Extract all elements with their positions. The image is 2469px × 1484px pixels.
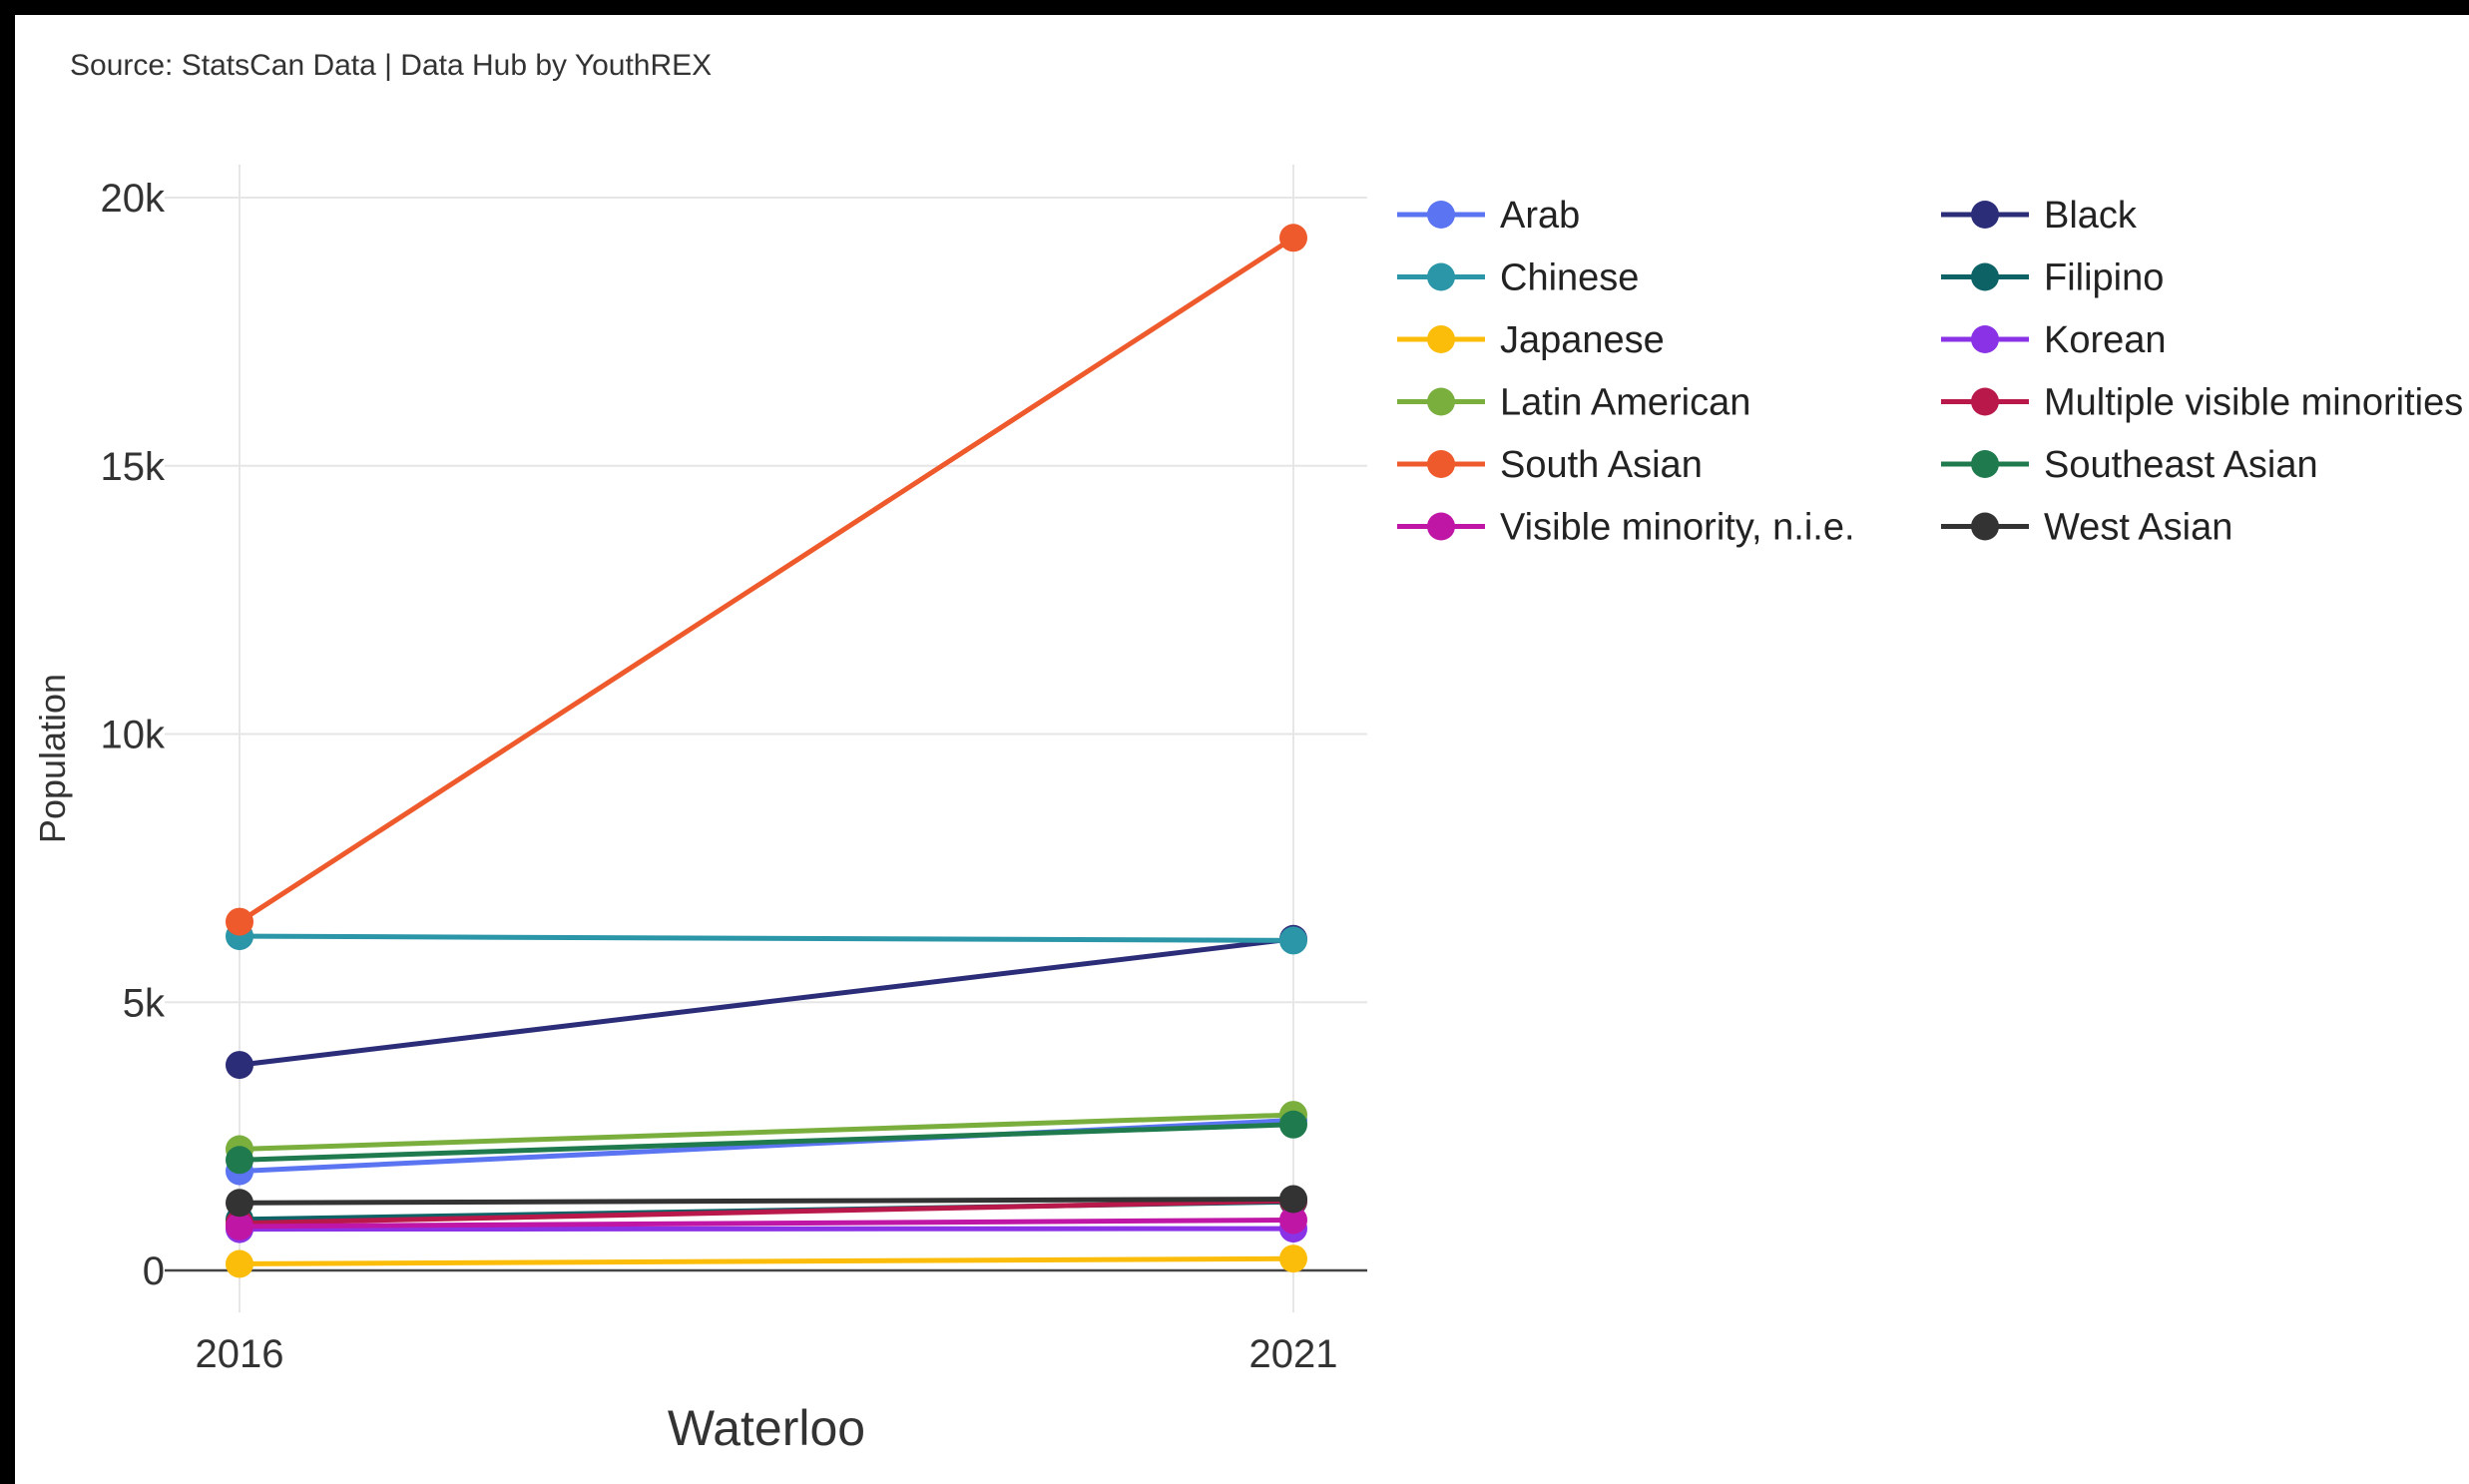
x-axis: 2016 2021	[196, 1332, 1338, 1376]
x-tick-label: 2021	[1249, 1332, 1338, 1376]
series-south-asian	[226, 224, 1307, 936]
series-west-asian	[226, 1185, 1307, 1218]
legend-item[interactable]: Korean	[1941, 319, 2167, 361]
legend-item[interactable]: South Asian	[1397, 444, 1703, 486]
legend-label: Southeast Asian	[2044, 444, 2318, 486]
legend-label: Korean	[2044, 319, 2167, 361]
legend-item[interactable]: West Asian	[1941, 507, 2232, 549]
y-axis: 0 5k 10k 15k 20k	[101, 177, 166, 1293]
legend-marker-icon	[1971, 387, 1999, 416]
grid	[165, 165, 1367, 1312]
series-chinese	[226, 922, 1307, 955]
legend-marker-icon	[1427, 325, 1455, 353]
legend-label: West Asian	[2044, 507, 2232, 549]
data-point[interactable]	[1279, 1185, 1307, 1214]
y-tick-label: 20k	[101, 177, 166, 221]
y-tick-label: 10k	[101, 714, 166, 757]
series-line	[239, 936, 1294, 1068]
chart-frame: Source: StatsCan Data | Data Hub by Yout…	[15, 15, 2469, 1484]
data-point[interactable]	[1279, 1206, 1307, 1235]
legend-label: Visible minority, n.i.e.	[1500, 507, 1855, 549]
y-tick-label: 5k	[123, 981, 166, 1025]
series-japanese	[226, 1244, 1307, 1278]
x-tick-label: 2016	[196, 1332, 284, 1376]
y-tick-label: 15k	[101, 445, 166, 489]
legend-marker-icon	[1971, 450, 1999, 478]
legend-item[interactable]: Latin American	[1397, 382, 1750, 424]
legend-marker-icon	[1971, 512, 1999, 541]
data-point[interactable]	[226, 1051, 253, 1080]
legend-label: Arab	[1500, 195, 1580, 237]
legend-marker-icon	[1427, 512, 1455, 541]
legend-marker-icon	[1427, 450, 1455, 478]
chart-svg: Source: StatsCan Data | Data Hub by Yout…	[32, 49, 2463, 1456]
legend-marker-icon	[1427, 387, 1455, 416]
legend-item[interactable]: Chinese	[1397, 257, 1639, 299]
legend-item[interactable]: Filipino	[1941, 257, 2164, 299]
legend-marker-icon	[1971, 262, 1999, 291]
series-line	[238, 236, 1295, 924]
y-axis-title: Population	[32, 674, 73, 843]
legend-item[interactable]: Black	[1941, 195, 2138, 237]
series-visible-minority-n-i-e	[226, 1206, 1307, 1240]
legend-item[interactable]: Arab	[1397, 195, 1580, 237]
legend-marker-icon	[1971, 325, 1999, 353]
legend-item[interactable]: Visible minority, n.i.e.	[1397, 507, 1855, 549]
legend-label: South Asian	[1500, 444, 1703, 486]
legend-label: Black	[2044, 195, 2138, 237]
data-point[interactable]	[1279, 224, 1307, 252]
data-point[interactable]	[1279, 1110, 1307, 1139]
legend: Arab Black Chinese Filipino Japanese Korean La…	[1397, 195, 2463, 549]
legend-label: Filipino	[2044, 257, 2164, 299]
legend-label: Japanese	[1500, 319, 1665, 361]
series-southeast-asian	[226, 1110, 1307, 1175]
legend-label: Chinese	[1500, 257, 1639, 299]
legend-item[interactable]: Japanese	[1397, 319, 1665, 361]
series-line	[239, 1226, 1294, 1233]
series-line	[239, 1112, 1294, 1152]
data-point[interactable]	[226, 1189, 253, 1218]
data-point[interactable]	[226, 907, 253, 936]
x-axis-title: Waterloo	[668, 1400, 865, 1456]
plot-area	[226, 224, 1307, 1278]
series-line	[239, 1122, 1294, 1163]
data-point[interactable]	[226, 1212, 253, 1240]
series-line	[239, 933, 1294, 943]
data-point[interactable]	[1279, 926, 1307, 955]
data-point[interactable]	[226, 1249, 253, 1278]
legend-item[interactable]: Multiple visible minorities	[1941, 382, 2463, 424]
data-point[interactable]	[1279, 1244, 1307, 1273]
legend-item[interactable]: Southeast Asian	[1941, 444, 2318, 486]
legend-label: Multiple visible minorities	[2044, 382, 2463, 424]
legend-marker-icon	[1427, 201, 1455, 229]
data-point[interactable]	[226, 1146, 253, 1175]
series-line	[239, 1218, 1294, 1230]
y-tick-label: 0	[143, 1249, 165, 1293]
series-line	[239, 1197, 1294, 1206]
series-line	[239, 1255, 1294, 1266]
source-note: Source: StatsCan Data | Data Hub by Yout…	[70, 49, 712, 82]
legend-marker-icon	[1427, 262, 1455, 291]
legend-marker-icon	[1971, 201, 1999, 229]
legend-label: Latin American	[1500, 382, 1750, 424]
series-line	[239, 1198, 1294, 1227]
